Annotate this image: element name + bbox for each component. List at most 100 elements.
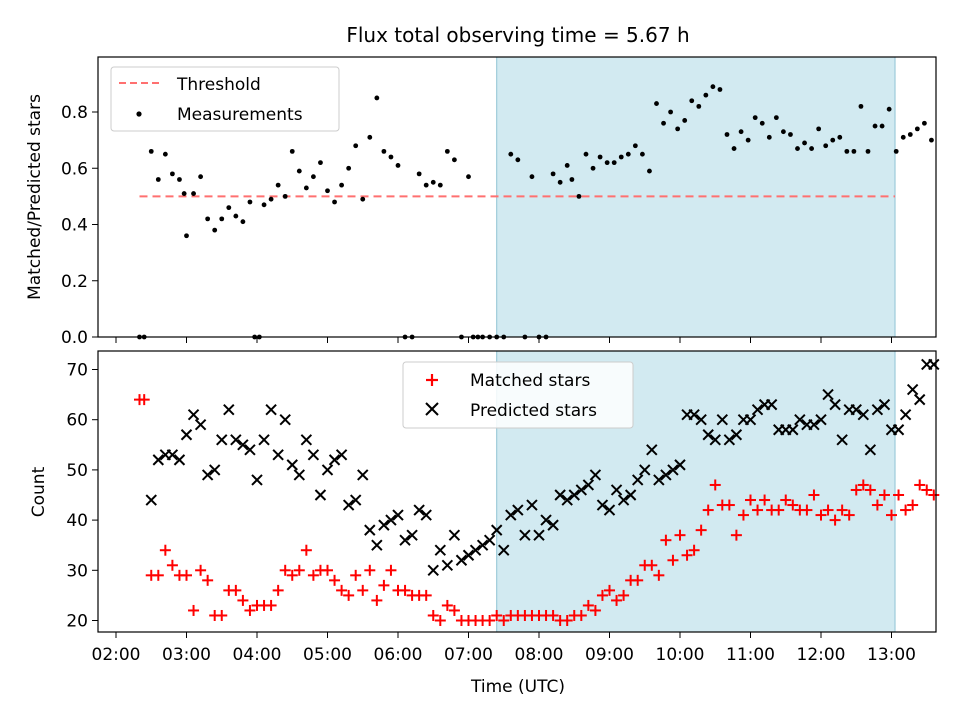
measurement-point — [632, 143, 638, 149]
bottom-y-tick-label: 30 — [66, 561, 88, 581]
matched-star-point — [660, 534, 672, 546]
predicted-star-point — [279, 413, 291, 426]
measurement-point — [795, 146, 800, 151]
measurement-point — [597, 154, 603, 160]
predicted-star-point — [624, 489, 637, 501]
matched-star-point — [723, 499, 735, 511]
predicted-star-point — [187, 408, 200, 421]
predicted-star-point — [420, 509, 432, 521]
matched-star-point — [836, 504, 848, 516]
matched-star-point — [730, 529, 742, 541]
matched-star-point — [279, 564, 291, 576]
measurement-point — [318, 160, 323, 166]
predicted-star-point — [357, 469, 369, 481]
measurement-point — [177, 177, 182, 182]
matched-star-point — [350, 569, 362, 581]
predicted-star-point — [505, 509, 517, 521]
chart-title: Flux total observing time = 5.67 h — [346, 23, 689, 47]
measurement-point — [212, 227, 218, 233]
matched-star-point — [822, 504, 834, 516]
bottom-y-tick-label: 70 — [66, 361, 88, 381]
predicted-star-point — [815, 413, 827, 426]
bottom-y-axis: 20 30 40 50 60 70 — [66, 361, 98, 632]
matched-star-point — [886, 509, 897, 521]
predicted-star-point — [561, 494, 573, 506]
predicted-star-point — [364, 524, 376, 536]
predicted-star-point — [822, 388, 834, 401]
measurement-point — [745, 137, 751, 143]
x-tick-label: 10:00 — [656, 645, 705, 665]
measurement-point — [191, 191, 196, 196]
measurement-point — [550, 171, 556, 177]
matched-star-point — [286, 569, 298, 581]
bottom-x-axis: 02:00 03:00 04:00 05:00 06:00 07:00 08:00 09:00… — [92, 632, 916, 665]
top-y-tick-label: 0.0 — [61, 328, 88, 348]
top-y-tick-label: 0.2 — [61, 272, 88, 292]
matched-star-point — [159, 544, 171, 556]
matched-star-point — [343, 589, 355, 601]
predicted-star-point — [892, 424, 905, 436]
predicted-star-point — [871, 403, 884, 416]
predicted-star-point — [462, 549, 475, 561]
x-tick-label: 07:00 — [444, 645, 493, 665]
matched-star-point — [152, 569, 164, 581]
bottom-y-tick-label: 20 — [66, 612, 88, 632]
measurement-point — [858, 103, 864, 109]
x-tick-label: 03:00 — [162, 645, 211, 665]
matched-star-point — [138, 394, 150, 406]
matched-star-point — [653, 569, 665, 581]
measurement-point — [625, 151, 631, 157]
measurement-point — [148, 148, 154, 154]
matched-star-point — [893, 489, 905, 501]
measurement-point — [583, 151, 589, 157]
x-axis-label: Time (UTC) — [470, 677, 565, 697]
measurement-point — [830, 137, 836, 143]
predicted-star-point — [152, 454, 165, 466]
measurement-point — [717, 87, 723, 92]
measurement-point — [311, 174, 316, 180]
matched-star-point — [272, 584, 284, 596]
legend-measurements-label: Measurements — [177, 105, 303, 125]
predicted-star-point — [928, 358, 940, 371]
matched-star-point — [498, 615, 510, 626]
matched-star-point — [829, 514, 841, 526]
measurement-point — [219, 216, 225, 222]
measurement-point — [872, 123, 878, 129]
measurement-points — [137, 84, 934, 340]
top-panel: 0.00.20.40.60.8 Matched/Predicted stars … — [25, 56, 937, 348]
predicted-star-point — [568, 489, 580, 501]
measurement-point — [802, 140, 807, 146]
matched-star-point — [702, 504, 714, 516]
predicted-star-point — [399, 534, 411, 546]
measurement-point — [781, 129, 786, 135]
predicted-star-point — [427, 564, 439, 577]
predicted-star-point — [448, 529, 461, 541]
matched-star-point — [216, 609, 228, 621]
measurement-point — [170, 171, 175, 177]
x-tick-label: 11:00 — [726, 645, 775, 665]
predicted-star-point — [286, 459, 298, 471]
predicted-star-point — [723, 434, 736, 446]
matched-star-point — [604, 584, 615, 596]
legend-predicted-swatch — [425, 402, 439, 416]
measurement-point — [907, 132, 913, 137]
measurement-point — [515, 157, 521, 163]
predicted-star-point — [328, 454, 341, 466]
matched-star-point — [695, 524, 707, 536]
matched-star-point — [709, 479, 721, 491]
predicted-star-point — [371, 539, 383, 551]
predicted-star-point — [639, 464, 651, 476]
matched-star-point — [399, 584, 411, 596]
matched-star-point — [914, 479, 926, 491]
predicted-star-point — [688, 408, 700, 421]
measurement-point — [367, 134, 373, 140]
bottom-y-tick-label: 60 — [66, 411, 88, 431]
predicted-star-point — [244, 444, 256, 456]
matched-star-point — [378, 579, 390, 591]
matched-star-point — [293, 564, 305, 576]
measurement-point — [240, 219, 246, 225]
matched-star-point — [808, 489, 820, 501]
predicted-star-point — [610, 484, 623, 496]
measurement-point — [437, 182, 443, 188]
measurement-point — [564, 163, 570, 168]
